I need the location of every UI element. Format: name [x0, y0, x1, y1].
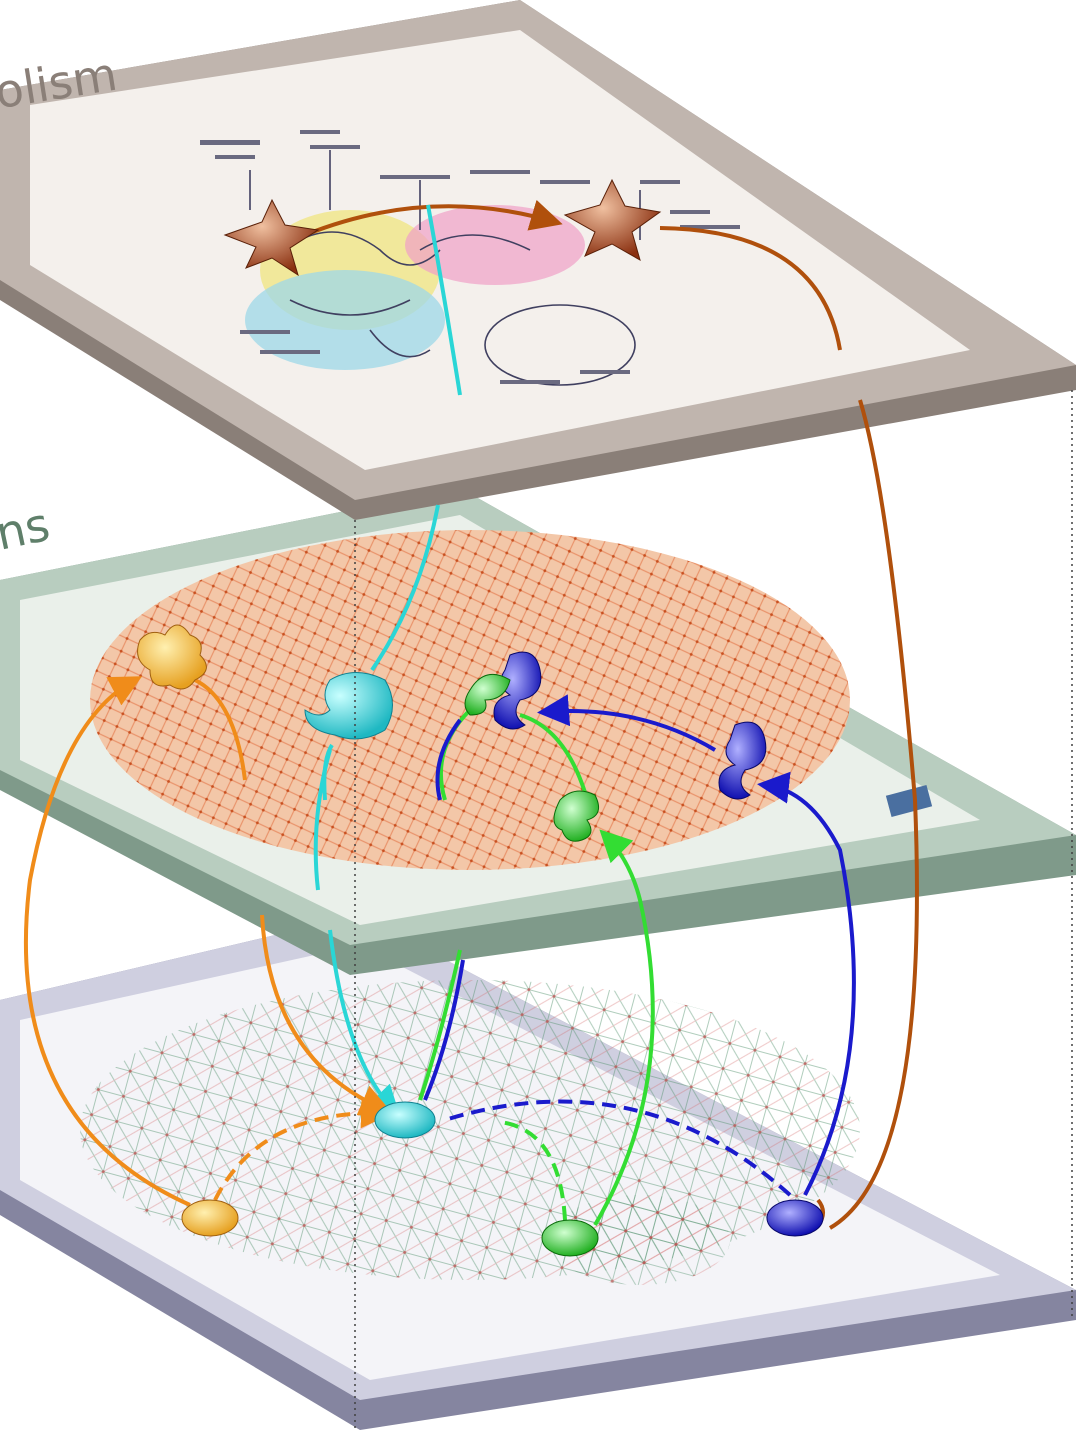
protein-layer: ns	[0, 488, 1076, 975]
link-blue-protein	[537, 694, 717, 752]
protein-blue-icon	[718, 721, 767, 800]
link-green-gene	[418, 949, 462, 1101]
gene-green-node	[541, 1219, 599, 1257]
gene-orange-node	[181, 1199, 239, 1237]
layer-label-proteins: ns	[0, 497, 54, 561]
link-green-up	[593, 829, 655, 1227]
gene-cyan-node	[374, 1101, 436, 1139]
gene-layer	[0, 915, 1076, 1430]
link-blue-protein-left	[435, 718, 462, 801]
protein-layer-logo	[885, 784, 933, 818]
enzyme-right-icon	[563, 178, 662, 262]
gene-blue-node	[766, 1199, 824, 1237]
link-orange-dashed	[213, 1096, 393, 1201]
protein-green-icon	[553, 790, 600, 842]
inter-layer-links	[23, 199, 919, 1230]
link-orange-protein	[194, 678, 247, 781]
protein-orange-icon	[137, 624, 207, 690]
link-blue-up	[757, 771, 856, 1196]
link-brown-down	[659, 226, 842, 351]
metabolic-pathway-lines	[249, 150, 641, 386]
link-cyan-top	[426, 204, 462, 396]
enzyme-left-icon	[223, 198, 320, 277]
pathway-region-blue	[245, 270, 445, 370]
link-green-dashed	[499, 1120, 567, 1221]
link-orange-down	[260, 914, 393, 1116]
gene-network-hub	[550, 1195, 730, 1285]
protein-cyan-icon	[304, 672, 393, 740]
link-orange-left	[23, 676, 191, 1207]
link-brown-long	[828, 399, 919, 1230]
link-blue-dashed	[444, 1099, 792, 1197]
link-cyan-mid	[370, 504, 440, 672]
gene-network	[80, 980, 860, 1280]
metabolic-labels	[200, 130, 740, 384]
protein-complex-top-icon	[464, 651, 542, 730]
metabolism-layer: olism	[0, 0, 1076, 520]
link-cyan-protein-up	[322, 743, 334, 801]
link-blue-gene	[423, 959, 465, 1101]
nodes	[137, 178, 824, 1257]
layer-guides	[354, 390, 1073, 1430]
